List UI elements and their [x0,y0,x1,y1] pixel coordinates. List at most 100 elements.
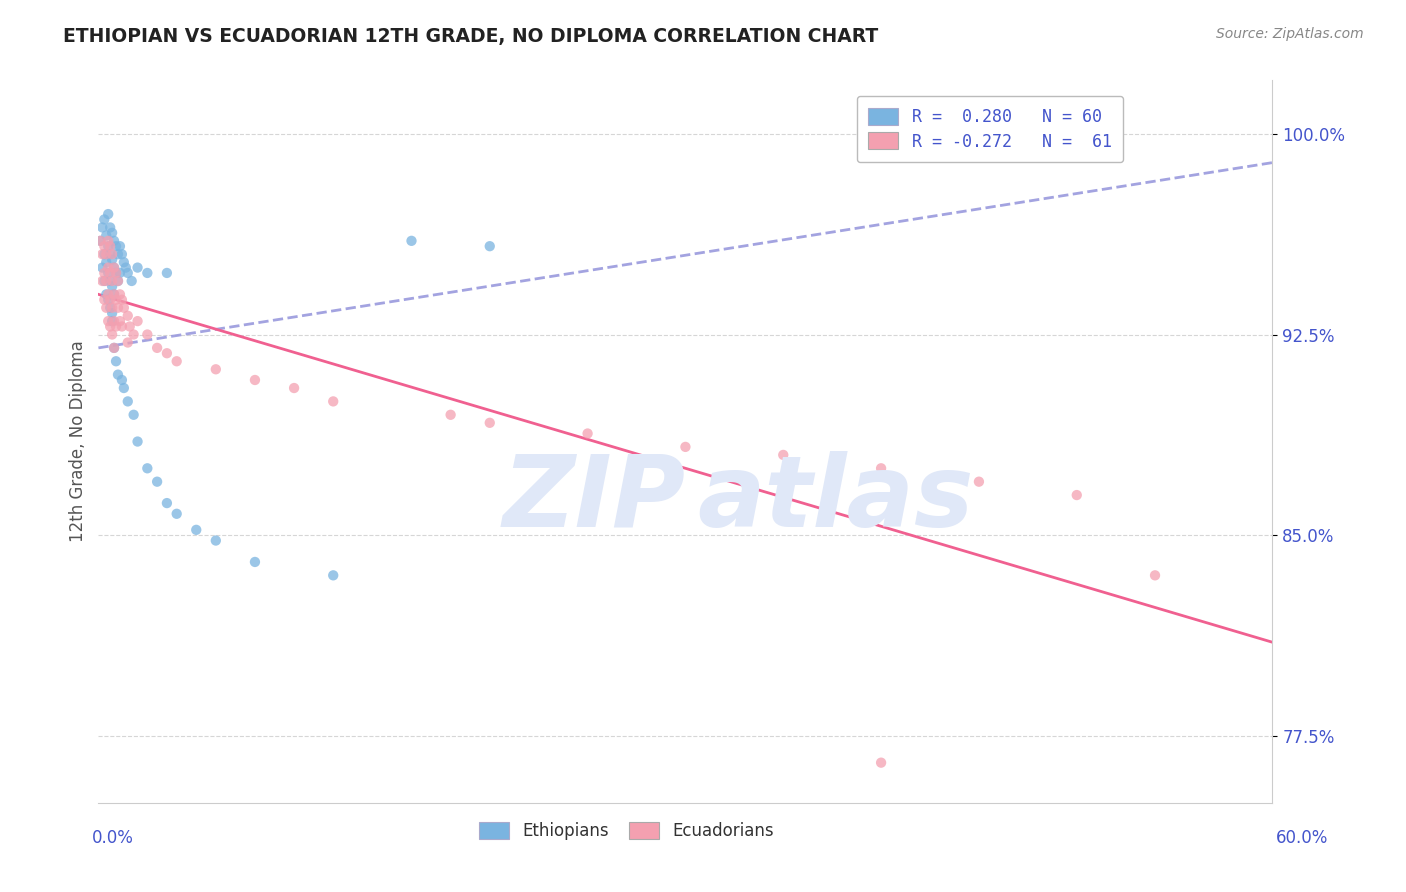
Point [478,239,501,253]
Point [108,287,131,301]
Point [101,306,124,320]
Point [118,319,141,334]
Point [93,247,115,261]
Point [91,220,114,235]
Point [105,319,128,334]
Point [111,319,134,334]
Point [675,440,697,454]
Point [146,475,169,489]
Point [112,301,135,315]
Point [156,346,179,360]
Point [136,327,159,342]
Point [146,341,169,355]
Point [91,274,114,288]
Point [101,314,124,328]
Point [114,260,136,275]
Point [122,408,145,422]
Point [107,301,129,315]
Point [108,239,131,253]
Point [243,555,266,569]
Point [322,394,344,409]
Point [107,247,129,261]
Point [93,239,115,253]
Point [121,274,143,288]
Point [105,239,128,253]
Point [166,354,188,368]
Point [205,362,228,376]
Point [103,260,125,275]
Point [96,301,118,315]
Point [89,234,111,248]
Point [117,309,139,323]
Point [870,461,893,475]
Point [96,228,118,243]
Point [136,461,159,475]
Point [186,523,208,537]
Point [127,314,149,328]
Point [103,341,125,355]
Point [439,408,461,422]
Point [967,475,990,489]
Point [103,287,125,301]
Point [98,293,121,307]
Point [96,274,118,288]
Point [98,301,121,315]
Point [127,434,149,449]
Point [98,239,121,253]
Point [103,234,125,248]
Point [111,247,134,261]
Point [112,255,135,269]
Point [97,287,120,301]
Point [107,274,129,288]
Point [101,226,124,240]
Point [111,293,134,307]
Point [105,293,128,307]
Point [107,368,129,382]
Point [98,319,121,334]
Point [101,279,124,293]
Point [283,381,305,395]
Point [117,335,139,350]
Point [166,507,188,521]
Point [93,266,115,280]
Point [101,247,124,261]
Point [478,416,501,430]
Point [117,266,139,280]
Point [112,381,135,395]
Point [105,266,128,280]
Point [1066,488,1088,502]
Point [127,260,149,275]
Point [97,314,120,328]
Point [103,287,125,301]
Text: ETHIOPIAN VS ECUADORIAN 12TH GRADE, NO DIPLOMA CORRELATION CHART: ETHIOPIAN VS ECUADORIAN 12TH GRADE, NO D… [63,27,879,45]
Point [108,314,131,328]
Point [107,274,129,288]
Point [870,756,893,770]
Text: 0.0%: 0.0% [91,829,134,847]
Point [322,568,344,582]
Point [96,287,118,301]
Point [101,252,124,267]
Point [243,373,266,387]
Point [97,266,120,280]
Text: 60.0%: 60.0% [1277,829,1329,847]
Point [105,354,128,368]
Point [122,327,145,342]
Point [101,274,124,288]
Point [89,234,111,248]
Point [105,266,128,280]
Point [93,212,115,227]
Point [97,239,120,253]
Point [576,426,599,441]
Point [97,260,120,275]
Point [1144,568,1167,582]
Point [96,247,118,261]
Text: Source: ZipAtlas.com: Source: ZipAtlas.com [1216,27,1364,41]
Point [101,327,124,342]
Point [117,394,139,409]
Y-axis label: 12th Grade, No Diploma: 12th Grade, No Diploma [69,341,87,542]
Point [96,255,118,269]
Point [97,234,120,248]
Point [108,266,131,280]
Point [156,496,179,510]
